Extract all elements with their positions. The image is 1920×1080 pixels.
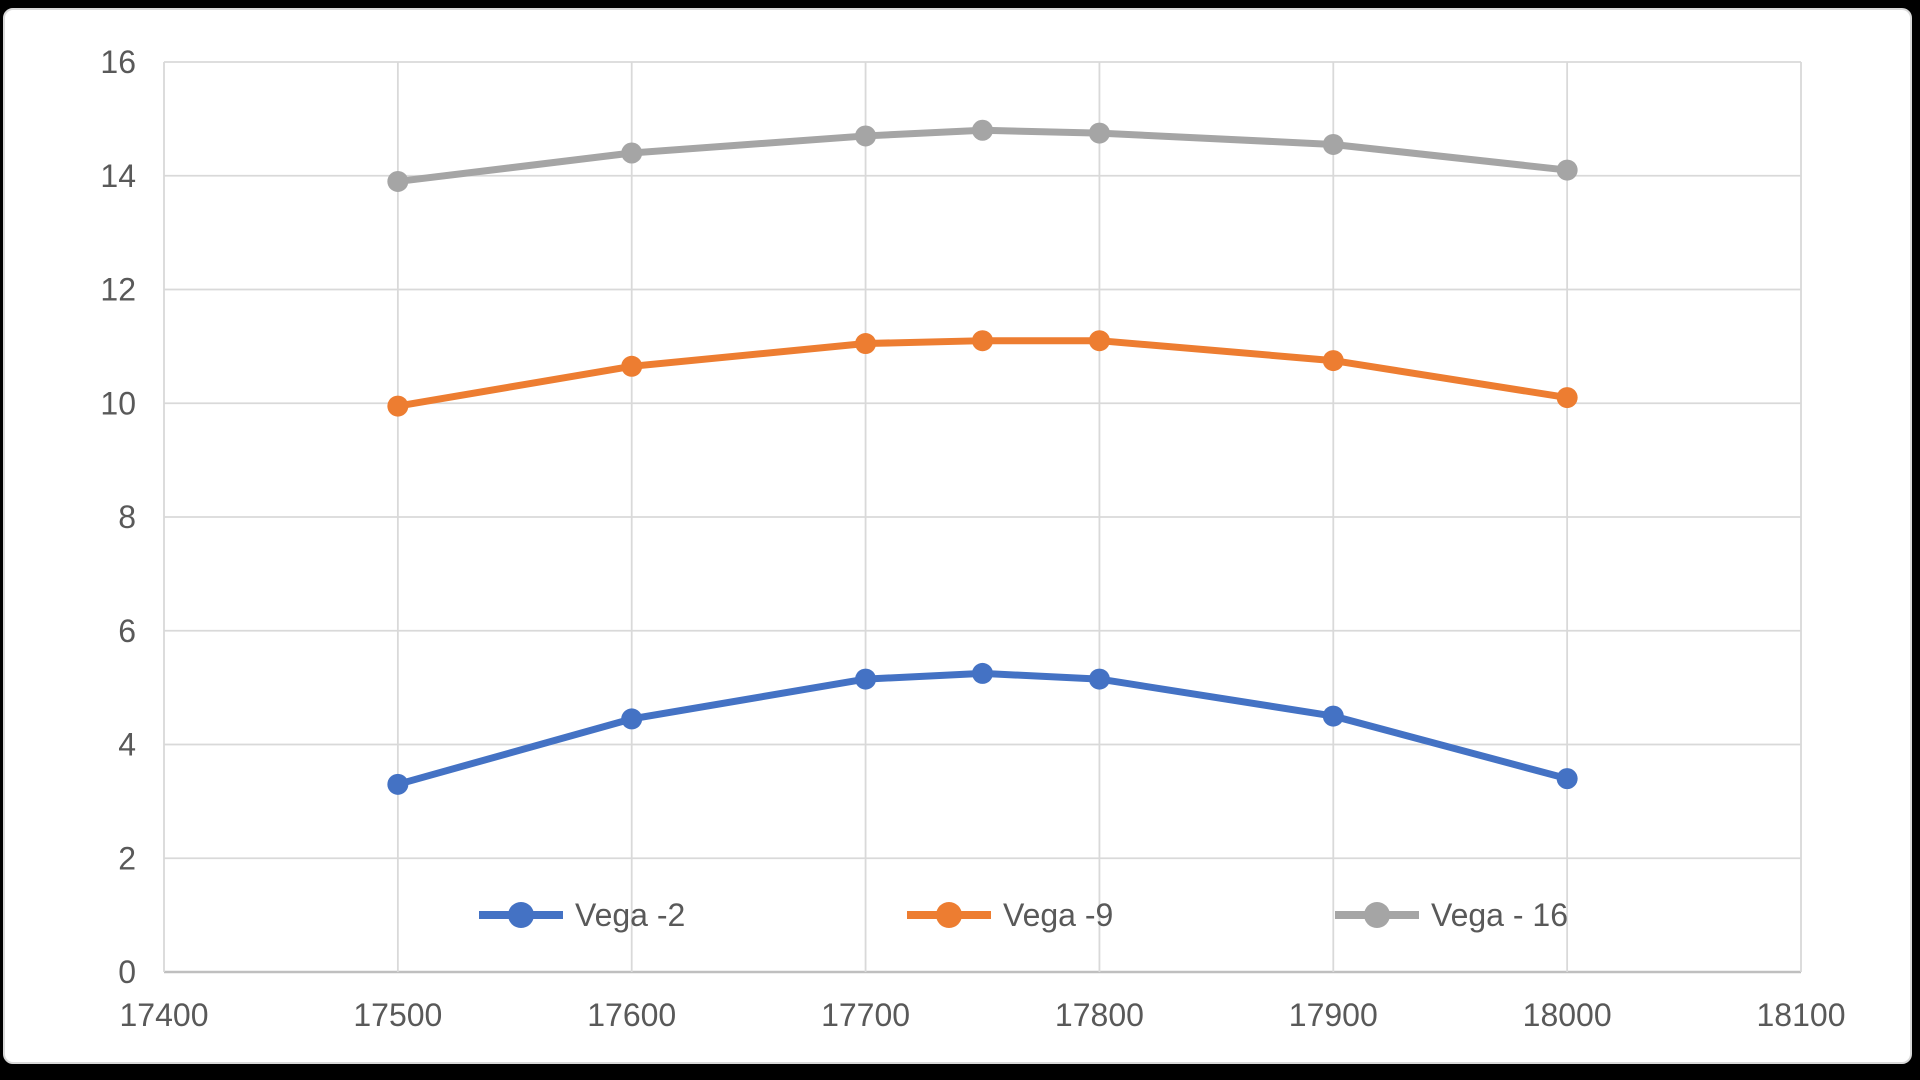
data-point-vega-16-17700 [855,125,877,147]
y-tick-label-6: 6 [118,613,136,649]
y-tick-label-14: 14 [100,158,136,194]
data-point-vega-2-18000 [1556,768,1578,790]
x-tick-label-17700: 17700 [821,997,910,1033]
data-point-vega-16-17500 [387,170,409,192]
x-tick-label-17400: 17400 [120,997,209,1033]
legend-item-vega-16[interactable]: Vega - 16 [1335,890,1568,940]
x-tick-label-17500: 17500 [353,997,442,1033]
x-tick-label-18100: 18100 [1757,997,1846,1033]
y-tick-label-16: 16 [100,44,136,80]
excel-line-chart[interactable]: 0 2 4 6 8 10 12 14 16 17400 17500 17600 17700 17800 17… [3,8,1912,1064]
data-point-vega-2-17700 [855,668,877,690]
data-point-vega-9-17700 [855,333,877,355]
y-tick-label-0: 0 [118,954,136,990]
data-point-vega-16-17750 [972,119,993,141]
data-point-vega-16-17800 [1088,122,1110,144]
legend-label-vega-9: Vega -9 [1003,896,1114,933]
data-point-vega-16-17600 [621,142,643,164]
data-point-vega-9-17500 [387,395,409,417]
data-point-vega-9-18000 [1556,387,1578,409]
data-point-vega-2-17500 [387,773,409,795]
legend-label-vega-2: Vega -2 [575,896,686,933]
data-point-vega-9-17800 [1088,330,1110,352]
data-point-vega-2-17900 [1322,705,1344,727]
y-tick-label-8: 8 [118,499,136,535]
legend-item-vega-2[interactable]: Vega -2 [479,890,685,940]
data-point-vega-9-17600 [621,355,643,377]
data-point-vega-16-18000 [1556,159,1578,181]
data-point-vega-9-17900 [1322,350,1344,372]
legend-line-marker-icon-vega-16 [1335,902,1419,928]
x-tick-label-17600: 17600 [587,997,676,1033]
data-point-vega-9-17750 [972,330,993,352]
y-tick-label-10: 10 [100,385,136,421]
line-chart-plot-area: 0 2 4 6 8 10 12 14 16 17400 17500 17600 17700 17800 17… [100,44,1846,1033]
legend-line-marker-icon-vega-9 [907,902,991,928]
y-tick-label-12: 12 [100,272,136,308]
y-tick-label-4: 4 [118,727,136,763]
legend-item-vega-9[interactable]: Vega -9 [907,890,1113,940]
x-tick-label-17900: 17900 [1289,997,1378,1033]
x-tick-label-17800: 17800 [1055,997,1144,1033]
data-point-vega-2-17800 [1088,668,1110,690]
legend-line-marker-icon-vega-2 [479,902,563,928]
chart-legend: Vega -2 Vega -9 Vega - 16 [5,890,1910,940]
legend-label-vega-16: Vega - 16 [1431,896,1568,933]
data-point-vega-2-17600 [621,708,643,730]
series-line-vega-2 [394,669,1571,788]
y-tick-label-2: 2 [118,840,136,876]
data-point-vega-2-17750 [972,662,993,684]
data-point-vega-16-17900 [1322,133,1344,155]
x-tick-label-18000: 18000 [1523,997,1612,1033]
